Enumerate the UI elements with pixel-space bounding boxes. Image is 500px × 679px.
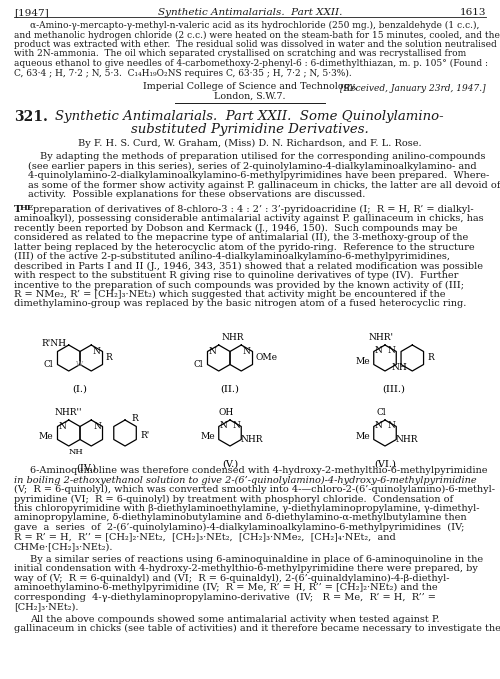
Text: OH: OH bbox=[218, 408, 234, 418]
Text: N: N bbox=[232, 421, 240, 430]
Text: 321.: 321. bbox=[14, 110, 48, 124]
Text: (I.): (I.) bbox=[72, 385, 88, 394]
Text: By F. H. S. Curd, W. Graham, (Miss) D. N. Richardson, and F. L. Rose.: By F. H. S. Curd, W. Graham, (Miss) D. N… bbox=[78, 139, 422, 148]
Text: By adapting the methods of preparation utilised for the corresponding anilino-co: By adapting the methods of preparation u… bbox=[40, 152, 486, 161]
Text: dimethylamino-group was replaced by the basic nitrogen atom of a fused heterocyc: dimethylamino-group was replaced by the … bbox=[14, 299, 466, 308]
Text: Cl: Cl bbox=[194, 360, 203, 369]
Text: Me: Me bbox=[200, 433, 215, 441]
Text: aqueous ethanol to give needles of 4-carbomethoxy-2-phenyl-6 : 6-dimethylthiazan: aqueous ethanol to give needles of 4-car… bbox=[14, 59, 488, 68]
Text: Synthetic Antimalarials.  Part XXII.  Some Quinolylamino-: Synthetic Antimalarials. Part XXII. Some… bbox=[55, 110, 444, 123]
Text: incentive to the preparation of such compounds was provided by the known activit: incentive to the preparation of such com… bbox=[14, 280, 464, 290]
Text: NHR'': NHR'' bbox=[55, 408, 82, 418]
Text: [CH₂]₃·NEt₂).: [CH₂]₃·NEt₂). bbox=[14, 602, 78, 611]
Text: R': R' bbox=[140, 431, 149, 440]
Text: Me: Me bbox=[39, 433, 54, 441]
Text: N: N bbox=[374, 421, 382, 430]
Text: 6-Aminoquinoline was therefore condensed with 4-hydroxy-2-methylthio-6-methylpyr: 6-Aminoquinoline was therefore condensed… bbox=[30, 466, 488, 475]
Text: [1947]: [1947] bbox=[14, 8, 49, 17]
Text: latter being replaced by the heterocyclic atom of the pyrido-ring.  Reference to: latter being replaced by the heterocycli… bbox=[14, 242, 474, 251]
Text: product was extracted with ether.  The residual solid was dissolved in water and: product was extracted with ether. The re… bbox=[14, 40, 497, 49]
Text: London, S.W.7.: London, S.W.7. bbox=[214, 92, 286, 101]
Text: Me: Me bbox=[356, 357, 370, 367]
Text: (see earlier papers in this series), series of 2-quinolylamino-4-dialkylaminoalk: (see earlier papers in this series), ser… bbox=[28, 162, 476, 170]
Text: (V.): (V.) bbox=[222, 460, 238, 469]
Text: activity.  Possible explanations for these observations are discussed.: activity. Possible explanations for thes… bbox=[28, 190, 365, 199]
Text: Cl: Cl bbox=[44, 360, 54, 369]
Text: with 2N-ammonia.  The oil which separated crystallised on scratching and was rec: with 2N-ammonia. The oil which separated… bbox=[14, 50, 466, 58]
Text: recently been reported by Dobson and Kermack (J., 1946, 150).  Such compounds ma: recently been reported by Dobson and Ker… bbox=[14, 223, 458, 233]
Text: By a similar series of reactions using 6-aminoquinaldine in place of 6-aminoquin: By a similar series of reactions using 6… bbox=[30, 555, 483, 564]
Text: way of (V;  R = 6-quinaldyl) and (VI;  R = 6-quinaldyl), 2-(6’-quinaldylamino)-4: way of (V; R = 6-quinaldyl) and (VI; R =… bbox=[14, 574, 450, 583]
Text: 4-quinolylamino-2-dialkylaminoalkylamino-6-methylpyrimidines have been prepared.: 4-quinolylamino-2-dialkylaminoalkylamino… bbox=[28, 171, 489, 180]
Text: considered as related to the mepacrine type of antimalarial (II), the 3-methoxy-: considered as related to the mepacrine t… bbox=[14, 233, 468, 242]
Text: R = NMe₂, R’ = [CH₂]₃·NEt₂) which suggested that activity might be encountered i: R = NMe₂, R’ = [CH₂]₃·NEt₂) which sugges… bbox=[14, 290, 446, 299]
Text: N: N bbox=[59, 422, 67, 431]
Text: NHR: NHR bbox=[396, 435, 418, 444]
Text: R: R bbox=[105, 354, 112, 363]
Text: R: R bbox=[427, 354, 434, 363]
Text: NHR: NHR bbox=[222, 333, 244, 342]
Text: N: N bbox=[374, 346, 382, 354]
Text: preparation of derivatives of 8-chloro-3 : 4 : 2’ : 3’-pyridoacridine (I;  R = H: preparation of derivatives of 8-chloro-3… bbox=[33, 204, 474, 214]
Text: Imperial College of Science and Technology,: Imperial College of Science and Technolo… bbox=[143, 82, 357, 91]
Text: NHR: NHR bbox=[240, 435, 263, 444]
Text: gave  a  series  of  2-(6’-quinolylamino)-4-dialkylaminoalkylamino-6-methylpyrim: gave a series of 2-(6’-quinolylamino)-4-… bbox=[14, 523, 464, 532]
Text: 1613: 1613 bbox=[460, 8, 486, 17]
Text: Synthetic Antimalarials.  Part XXII.: Synthetic Antimalarials. Part XXII. bbox=[158, 8, 342, 17]
Text: Me: Me bbox=[356, 433, 370, 441]
Text: Cl: Cl bbox=[376, 408, 386, 418]
Text: α-Amino-γ-mercapto-γ-methyl-n-valeric acid as its hydrochloride (250 mg.), benza: α-Amino-γ-mercapto-γ-methyl-n-valeric ac… bbox=[30, 21, 480, 30]
Text: N: N bbox=[92, 347, 100, 356]
Text: (III) of the active 2-p-substituted anilino-4-dialkylaminoalkylamino-6-methylpyr: (III) of the active 2-p-substituted anil… bbox=[14, 252, 450, 261]
Text: CHMe·[CH₂]₃·NEt₂).: CHMe·[CH₂]₃·NEt₂). bbox=[14, 542, 114, 551]
Text: HE: HE bbox=[20, 204, 34, 213]
Text: substituted Pyrimidine Derivatives.: substituted Pyrimidine Derivatives. bbox=[131, 123, 369, 136]
Text: OMe: OMe bbox=[255, 354, 277, 363]
Text: (V;  R = 6-quinolyl), which was converted smoothly into 4-—chloro-2-(6’-quinolyl: (V; R = 6-quinolyl), which was converted… bbox=[14, 485, 495, 494]
Text: N: N bbox=[220, 421, 228, 430]
Text: gallinaceum in chicks (see table of activities) and it therefore became necessar: gallinaceum in chicks (see table of acti… bbox=[14, 624, 500, 633]
Text: aminoalkyl), possessing considerable antimalarial activity against P. gallinaceu: aminoalkyl), possessing considerable ant… bbox=[14, 214, 484, 223]
Text: described in Parts I and II (J., 1946, 343, 351) showed that a related modificat: described in Parts I and II (J., 1946, 3… bbox=[14, 261, 483, 271]
Text: N: N bbox=[388, 346, 396, 354]
Text: R = R’ = H,  R’’ = [CH₂]₂·NEt₂,  [CH₂]₃·NEt₂,  [CH₂]₃·NMe₂,  [CH₂]₄·NEt₂,  and: R = R’ = H, R’’ = [CH₂]₂·NEt₂, [CH₂]₃·NE… bbox=[14, 532, 396, 541]
Text: R'NH: R'NH bbox=[42, 340, 67, 348]
Text: (II.): (II.) bbox=[220, 385, 240, 394]
Text: (VI.): (VI.) bbox=[374, 460, 396, 469]
Text: NHR': NHR' bbox=[368, 333, 394, 342]
Text: as some of the former show activity against P. gallinaceum in chicks, the latter: as some of the former show activity agai… bbox=[28, 181, 500, 189]
Text: with respect to the substituent R giving rise to quinoline derivatives of type (: with respect to the substituent R giving… bbox=[14, 271, 458, 280]
Text: N: N bbox=[388, 421, 396, 430]
Text: W: W bbox=[76, 361, 84, 369]
Text: NH: NH bbox=[68, 448, 84, 456]
Text: and methanolic hydrogen chloride (2 c.c.) were heated on the steam-bath for 15 m: and methanolic hydrogen chloride (2 c.c.… bbox=[14, 31, 500, 39]
Text: T: T bbox=[14, 204, 22, 213]
Text: this chloropyrimidine with β-diethylaminoethylamine, γ-diethylaminopropylamine, : this chloropyrimidine with β-diethylamin… bbox=[14, 504, 479, 513]
Text: N: N bbox=[208, 347, 216, 356]
Text: [Received, January 23rd, 1947.]: [Received, January 23rd, 1947.] bbox=[340, 84, 486, 93]
Text: pyrimidine (VI;  R = 6-quinolyl) by treatment with phosphoryl chloride.  Condens: pyrimidine (VI; R = 6-quinolyl) by treat… bbox=[14, 494, 453, 504]
Text: aminoethylamino-6-methylpyrimidine (IV;  R = Me, R’ = H, R’’ = [CH₂]₂·NEt₂) and : aminoethylamino-6-methylpyrimidine (IV; … bbox=[14, 583, 438, 592]
Text: (IV.): (IV.) bbox=[76, 464, 96, 473]
Text: corresponding  4-γ-diethylaminopropylamino-derivative  (IV;   R = Me,  R’ = H,  : corresponding 4-γ-diethylaminopropylamin… bbox=[14, 593, 436, 602]
Text: C, 63·4 ; H, 7·2 ; N, 5·3.  C₁₄H₁₉O₂NS requires C, 63·35 ; H, 7·2 ; N, 5·3%).: C, 63·4 ; H, 7·2 ; N, 5·3. C₁₄H₁₉O₂NS re… bbox=[14, 69, 352, 77]
Text: N: N bbox=[93, 422, 101, 431]
Text: in boiling 2-ethoxyethanol solution to give 2-(6’-quinolylamino)-4-hydroxy-6-met: in boiling 2-ethoxyethanol solution to g… bbox=[14, 475, 476, 485]
Text: R: R bbox=[132, 414, 138, 423]
Text: (III.): (III.) bbox=[382, 385, 406, 394]
Text: initial condensation with 4-hydroxy-2-methylthio-6-methylpyrimidine there were p: initial condensation with 4-hydroxy-2-me… bbox=[14, 564, 478, 573]
Text: aminopropylamine, δ-diethylaminobutylamine and δ-diethylamino-α-methylbutylamine: aminopropylamine, δ-diethylaminobutylami… bbox=[14, 513, 466, 523]
Text: N: N bbox=[242, 347, 250, 356]
Text: All the above compounds showed some antimalarial activity when tested against P.: All the above compounds showed some anti… bbox=[30, 614, 440, 623]
Text: NH: NH bbox=[392, 363, 407, 371]
